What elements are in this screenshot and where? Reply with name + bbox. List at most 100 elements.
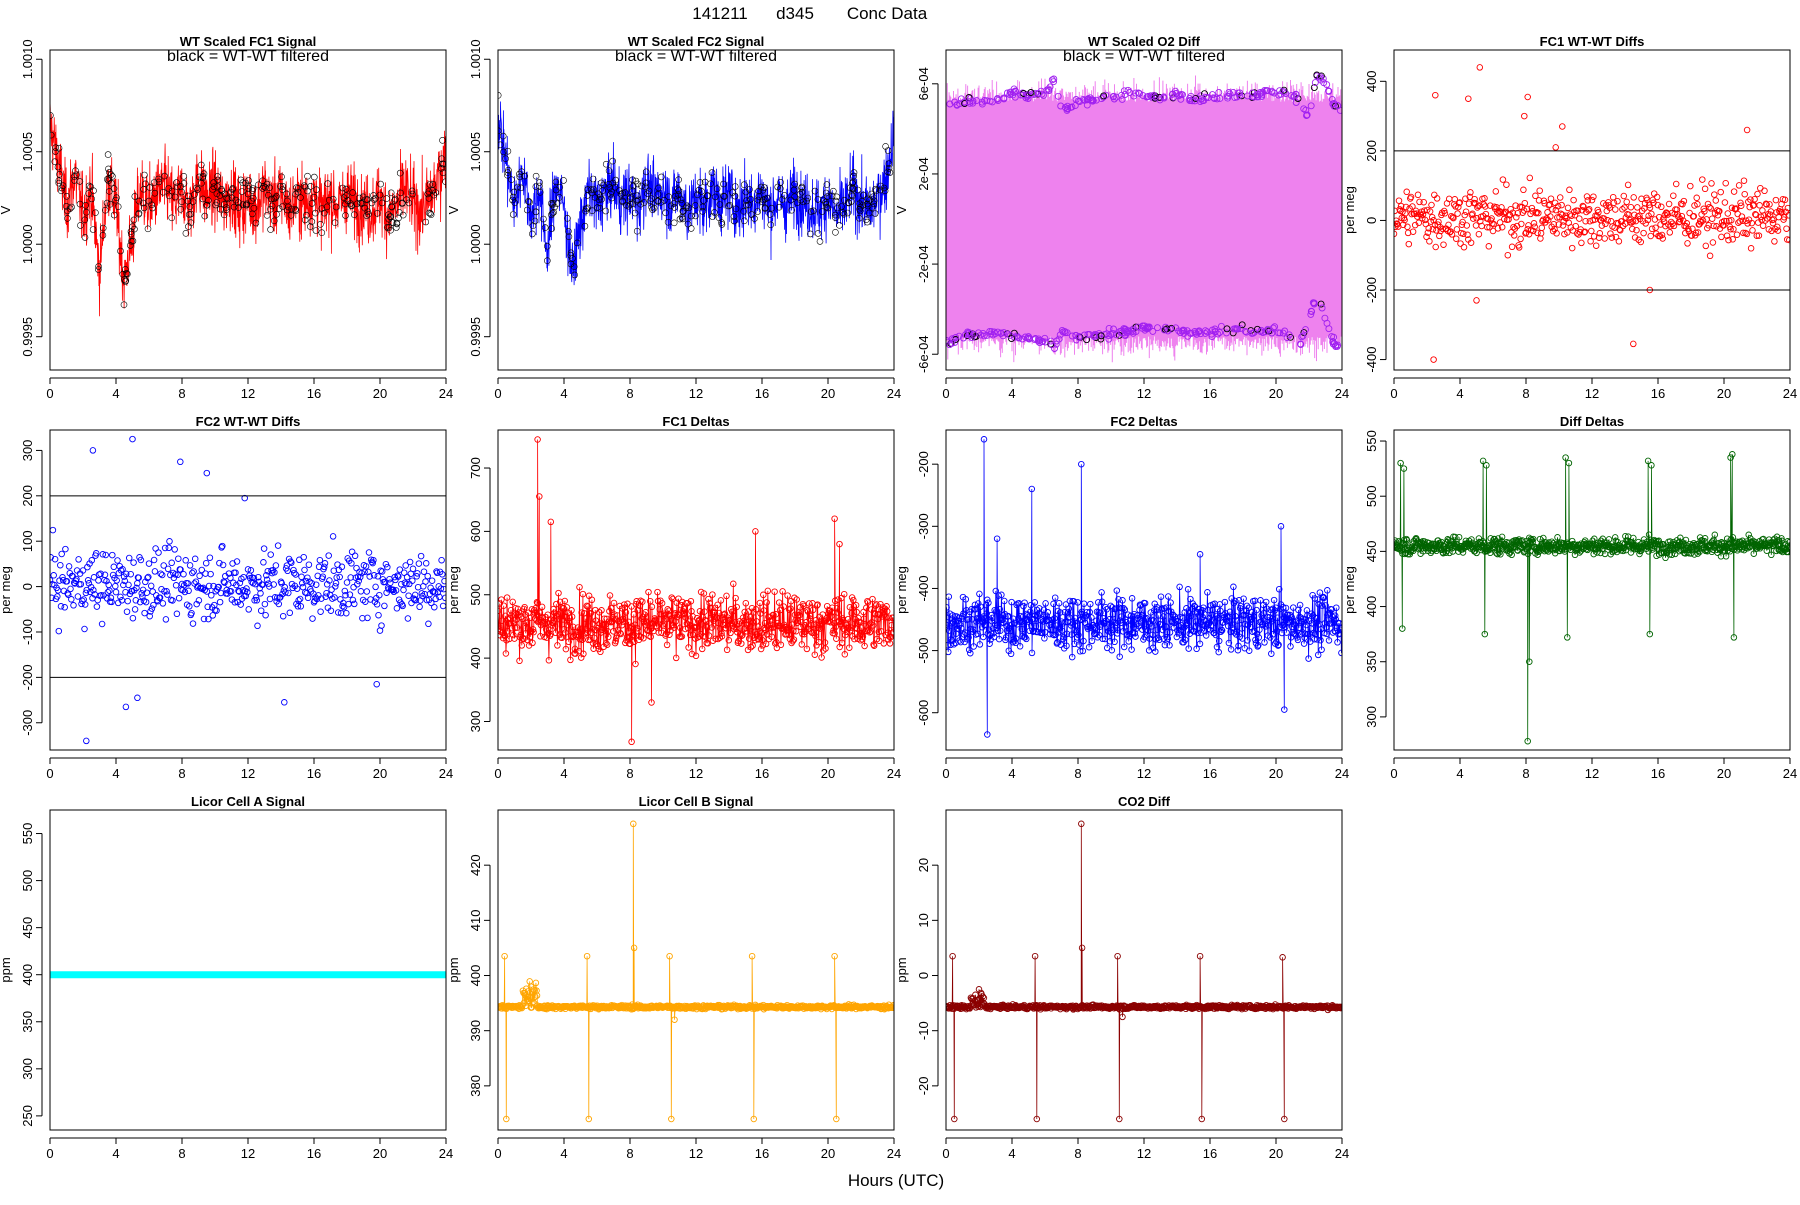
plot-frame [946,430,1342,750]
x-tick-label: 4 [560,766,567,781]
scatter-point [169,560,175,566]
scatter-point [1410,229,1416,235]
x-tick-label: 12 [1585,766,1599,781]
scatter-point [1479,223,1485,229]
plot-area [495,437,896,745]
y-tick-label: 2e-04 [916,157,931,190]
filtered-point [169,215,175,221]
scatter-point [425,573,431,579]
y-tick-label: 250 [20,1105,35,1127]
y-tick-label: 1.0005 [468,132,483,172]
y-axis-label: V [0,205,13,214]
scatter-point [364,589,370,595]
panel-title: WT Scaled O2 Diff [1088,34,1201,49]
y-tick-label: 6e-04 [916,67,931,100]
y-tick-label: 450 [20,917,35,939]
x-tick-label: 4 [1456,766,1463,781]
scatter-point [1509,244,1515,250]
x-tick-label: 16 [755,766,769,781]
scatter-point [1709,216,1715,222]
scatter-point [1712,192,1718,198]
scatter-point [310,616,316,622]
scatter-point [1602,236,1608,242]
x-tick-label: 4 [1008,386,1015,401]
filtered-point [313,228,319,234]
scatter-point [111,564,117,570]
scatter-point [1762,188,1768,194]
scatter-point [1631,195,1637,201]
y-tick-label: 300 [20,1058,35,1080]
scatter-point [1731,189,1737,195]
y-tick-label: -200 [916,451,931,477]
scatter-point [1757,203,1763,209]
scatter-point [410,566,416,572]
scatter-point [107,588,113,594]
scatter-point [1685,241,1691,247]
scatter-point [1655,202,1661,208]
x-tick-label: 8 [1074,766,1081,781]
scatter-point [1659,204,1665,210]
plot-area [1391,65,1792,363]
scatter-point [1421,199,1427,205]
scatter-point [1486,244,1492,250]
scatter-point [262,601,268,607]
scatter-point [176,595,182,601]
filtered-point [817,238,823,244]
scatter-point [1429,202,1435,208]
scatter-point [416,561,422,567]
outlier-point [1744,127,1750,133]
filtered-point [671,220,677,226]
scatter-point [1734,232,1740,238]
x-tick-label: 24 [439,386,453,401]
scatter-point [1704,217,1710,223]
scatter-point [280,613,286,619]
filtered-point [872,211,878,217]
series-line [50,101,446,316]
y-tick-label: -400 [916,575,931,601]
scatter-point [330,534,336,540]
scatter-point [167,539,173,545]
scatter-point [329,587,335,593]
scatter-point [1458,241,1464,247]
scatter-point [1567,187,1573,193]
title-date: 141211 [692,4,747,23]
series-line [1394,454,1789,741]
outlier-point [178,459,184,465]
scatter-point [1703,243,1709,249]
y-tick-label: 1.0010 [20,39,35,79]
outlier-point [135,695,141,701]
x-tick-label: 8 [178,1146,185,1161]
scatter-point [58,604,64,610]
x-tick-label: 20 [373,386,387,401]
x-tick-label: 16 [1203,766,1217,781]
scatter-point [1718,189,1724,195]
y-axis-label: per meg [894,566,909,614]
scatter-point [186,588,192,594]
scatter-point [306,562,312,568]
filtered-point [688,225,694,231]
scatter-point [59,551,65,557]
scatter-point [1589,197,1595,203]
scatter-point [1588,239,1594,245]
scatter-point [1635,205,1641,211]
scatter-point [1522,200,1528,206]
scatter-point [190,570,196,576]
panel-title: FC2 Deltas [1110,414,1177,429]
x-tick-label: 20 [373,766,387,781]
scatter-point [1616,239,1622,245]
outlier-point [84,738,90,744]
scatter-point [176,556,182,562]
filtered-point [510,212,516,218]
y-axis-label: per meg [446,566,461,614]
scatter-point [152,569,158,575]
scatter-point [282,584,288,590]
scatter-point [1584,194,1590,200]
scatter-point [246,607,252,613]
y-tick-label: 500 [1364,485,1379,507]
plot-area [1391,452,1792,745]
scatter-point [1773,197,1779,203]
